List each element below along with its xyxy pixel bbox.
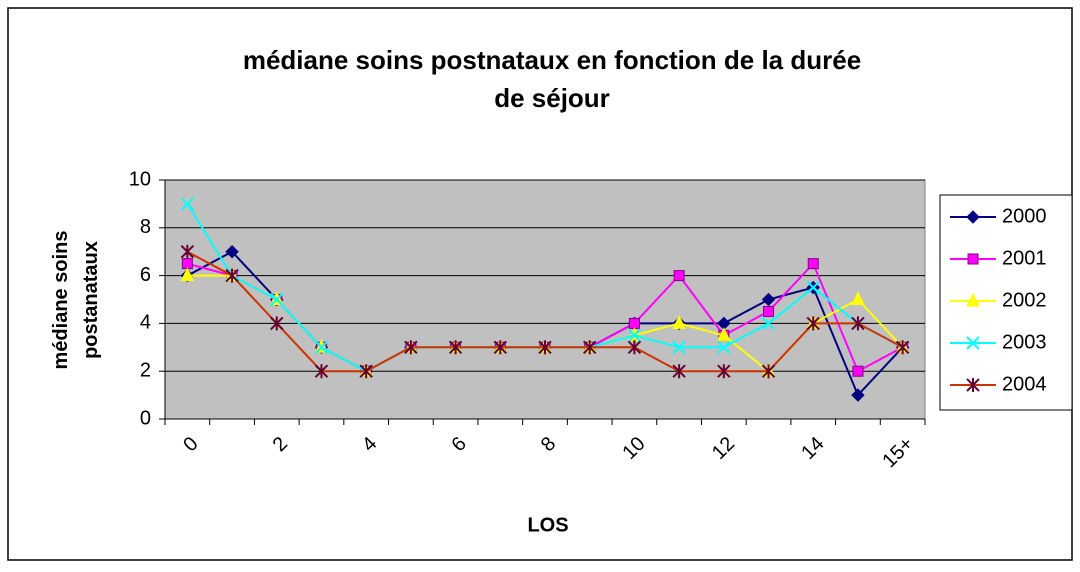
marker bbox=[582, 340, 597, 355]
marker bbox=[270, 316, 284, 331]
marker bbox=[717, 340, 731, 355]
marker bbox=[851, 316, 865, 331]
marker bbox=[761, 292, 776, 307]
y-tick-label: 6 bbox=[140, 264, 151, 286]
y-tick-label: 2 bbox=[140, 359, 151, 381]
marker bbox=[270, 292, 284, 307]
marker bbox=[672, 315, 686, 329]
marker bbox=[761, 364, 776, 379]
legend-label: 2003 bbox=[1002, 331, 1047, 353]
legend-label: 2001 bbox=[1002, 247, 1047, 269]
y-tick-label: 0 bbox=[140, 407, 151, 429]
marker bbox=[806, 316, 820, 331]
marker bbox=[806, 280, 820, 295]
marker bbox=[180, 197, 195, 211]
y-tick-label: 8 bbox=[140, 216, 151, 238]
marker bbox=[851, 291, 865, 305]
legend-label: 2000 bbox=[1002, 205, 1047, 227]
marker bbox=[538, 340, 552, 355]
legend bbox=[939, 194, 1073, 411]
marker bbox=[225, 268, 239, 283]
marker bbox=[966, 210, 980, 224]
y-tick-label: 10 bbox=[129, 168, 151, 190]
legend-label: 2002 bbox=[1002, 289, 1047, 311]
marker bbox=[493, 340, 508, 355]
legend-label: 2004 bbox=[1002, 373, 1047, 395]
marker bbox=[180, 244, 195, 259]
marker bbox=[807, 258, 819, 270]
marker bbox=[763, 305, 775, 317]
marker bbox=[314, 340, 329, 355]
marker bbox=[225, 244, 239, 259]
y-tick-label: 4 bbox=[140, 312, 151, 334]
marker bbox=[448, 340, 463, 355]
marker bbox=[717, 327, 731, 341]
marker bbox=[966, 292, 980, 307]
y-axis-title: médiane soins postanataux bbox=[50, 231, 102, 370]
marker bbox=[180, 267, 195, 282]
marker bbox=[966, 336, 980, 350]
marker bbox=[672, 364, 686, 379]
marker bbox=[852, 365, 864, 377]
marker bbox=[627, 328, 642, 343]
marker bbox=[672, 340, 686, 355]
marker bbox=[359, 364, 373, 379]
marker bbox=[851, 388, 865, 402]
marker bbox=[314, 364, 329, 379]
marker bbox=[404, 340, 418, 355]
marker bbox=[673, 270, 685, 282]
marker bbox=[628, 317, 640, 329]
marker bbox=[966, 378, 980, 392]
marker bbox=[761, 316, 776, 331]
marker bbox=[181, 258, 193, 270]
marker bbox=[967, 253, 979, 265]
marker bbox=[895, 340, 910, 355]
marker bbox=[627, 340, 642, 355]
marker bbox=[717, 364, 731, 379]
x-axis-title: LOS bbox=[527, 514, 568, 536]
chart-title: médiane soins postnataux en fonction de … bbox=[243, 45, 861, 113]
